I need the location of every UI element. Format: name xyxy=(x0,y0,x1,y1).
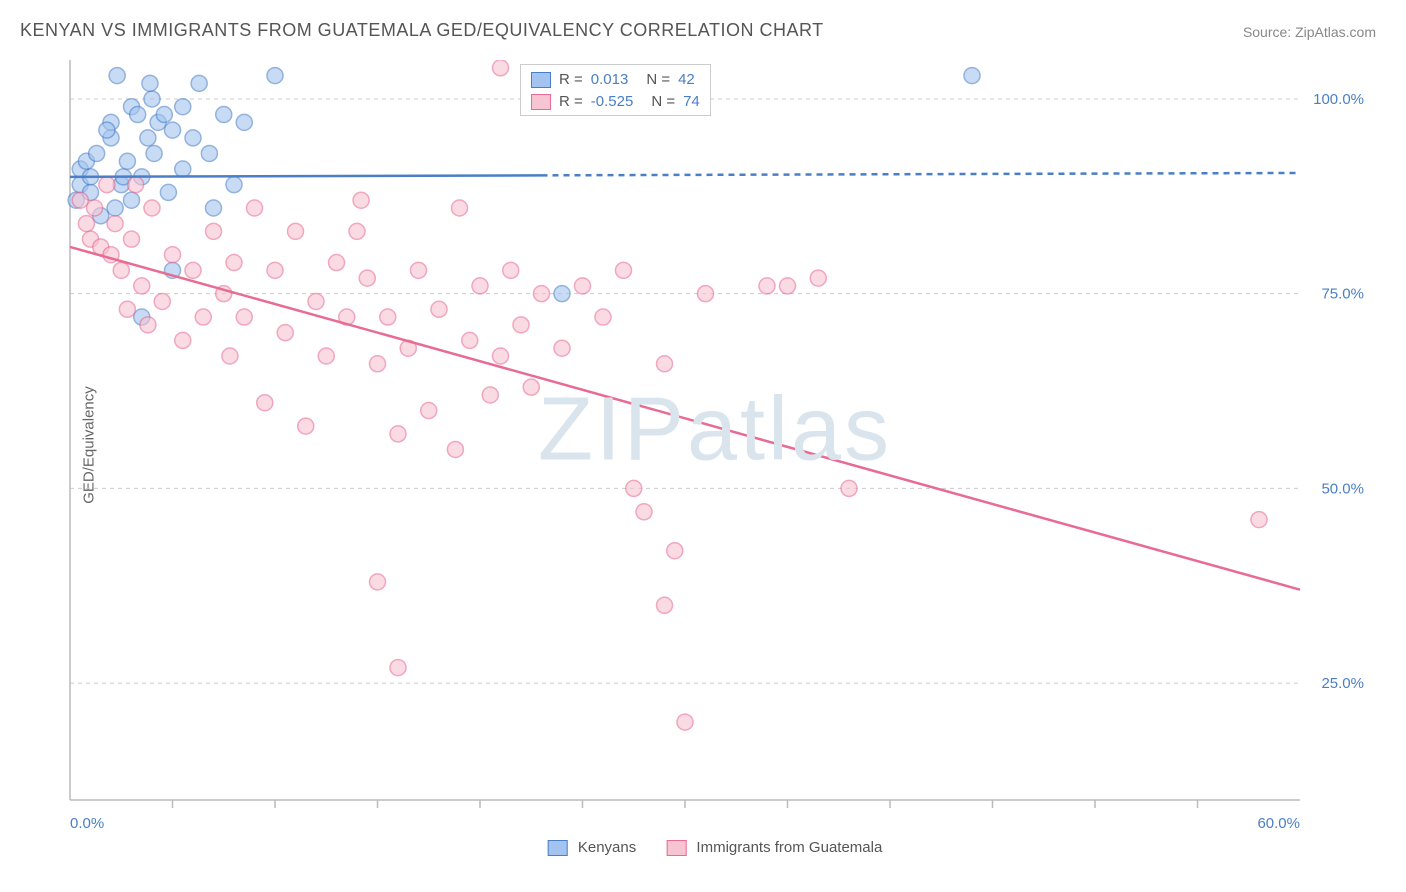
r-label: R = xyxy=(559,91,583,113)
n-value: 74 xyxy=(683,91,700,113)
correlation-legend: R = 0.013 N = 42 R = -0.525 N = 74 xyxy=(520,64,711,116)
svg-text:75.0%: 75.0% xyxy=(1321,286,1364,303)
svg-text:100.0%: 100.0% xyxy=(1313,91,1364,108)
legend-swatch xyxy=(531,72,551,88)
chart-title: KENYAN VS IMMIGRANTS FROM GUATEMALA GED/… xyxy=(20,20,824,41)
scatter-plot: 25.0% 50.0% 75.0% 100.0% 0.0% 60.0% xyxy=(60,60,1370,830)
r-value: -0.525 xyxy=(591,91,634,113)
legend-item: Kenyans xyxy=(548,839,637,856)
legend-item: Immigrants from Guatemala xyxy=(666,839,882,856)
legend-row: R = 0.013 N = 42 xyxy=(531,69,700,91)
legend-label: Kenyans xyxy=(578,839,636,856)
r-value: 0.013 xyxy=(591,69,629,91)
svg-text:25.0%: 25.0% xyxy=(1321,675,1364,692)
n-label: N = xyxy=(646,69,670,91)
n-value: 42 xyxy=(678,69,695,91)
legend-swatch xyxy=(531,94,551,110)
legend-swatch xyxy=(666,840,686,856)
legend-swatch xyxy=(548,840,568,856)
source-label: Source: ZipAtlas.com xyxy=(1243,24,1376,40)
series-legend: Kenyans Immigrants from Guatemala xyxy=(548,839,883,856)
n-label: N = xyxy=(651,91,675,113)
r-label: R = xyxy=(559,69,583,91)
chart-area: GED/Equivalency 25.0%50.0%75.0%100.0%0.0… xyxy=(60,60,1370,830)
svg-text:50.0%: 50.0% xyxy=(1321,480,1364,497)
legend-row: R = -0.525 N = 74 xyxy=(531,91,700,113)
svg-text:0.0%: 0.0% xyxy=(70,815,104,830)
legend-label: Immigrants from Guatemala xyxy=(696,839,882,856)
svg-text:60.0%: 60.0% xyxy=(1257,815,1300,830)
